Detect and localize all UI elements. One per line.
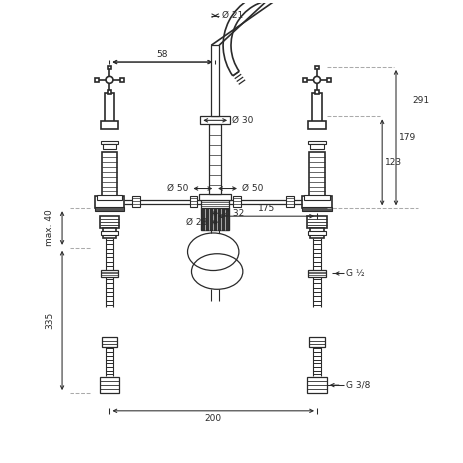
Bar [315, 90, 319, 94]
Text: max. 40: max. 40 [45, 210, 54, 246]
Text: G 3/8: G 3/8 [345, 381, 370, 390]
Bar [100, 121, 119, 129]
Bar [105, 93, 114, 124]
Bar [308, 121, 326, 129]
Bar [101, 337, 118, 347]
Text: Ø 50: Ø 50 [242, 184, 263, 193]
Text: 200: 200 [205, 414, 222, 423]
Text: Ø 50: Ø 50 [167, 184, 188, 193]
Bar [309, 152, 325, 196]
Bar [132, 196, 140, 207]
Bar [103, 228, 116, 238]
Bar [94, 207, 124, 211]
Bar [308, 141, 326, 144]
Bar [201, 208, 229, 230]
Bar [327, 78, 332, 81]
Bar [308, 269, 326, 277]
Bar [200, 116, 230, 124]
Bar [201, 200, 229, 208]
Bar [307, 216, 327, 228]
Bar [302, 196, 332, 208]
Text: 123: 123 [385, 158, 402, 167]
Bar [308, 231, 326, 235]
Bar [211, 45, 219, 116]
Bar [286, 196, 294, 207]
Text: Ø 21: Ø 21 [222, 11, 244, 20]
Text: Ø 30: Ø 30 [232, 116, 253, 125]
Bar [233, 196, 241, 207]
Bar [303, 78, 307, 81]
Text: 175: 175 [257, 204, 275, 213]
Bar [315, 66, 319, 69]
Text: 58: 58 [156, 50, 168, 59]
Bar [189, 196, 197, 207]
Bar [120, 78, 124, 81]
Bar [108, 90, 111, 94]
Bar [310, 228, 324, 238]
Bar [97, 195, 122, 200]
Bar [307, 377, 327, 393]
Bar [100, 141, 119, 144]
Bar [95, 78, 99, 81]
Circle shape [106, 76, 113, 83]
Bar [100, 269, 119, 277]
Bar [100, 216, 119, 228]
Bar [209, 124, 221, 194]
Bar [100, 377, 119, 393]
Circle shape [313, 76, 320, 83]
Bar [309, 337, 325, 347]
Text: 179: 179 [399, 133, 416, 142]
Bar [310, 144, 324, 149]
Bar [304, 195, 330, 200]
Bar [101, 152, 118, 196]
Bar [302, 207, 332, 211]
Bar [108, 66, 111, 69]
Bar [103, 144, 116, 149]
Text: 291: 291 [413, 95, 430, 105]
Bar [200, 194, 231, 200]
Bar [312, 93, 322, 124]
Text: 335: 335 [45, 312, 54, 329]
Bar [100, 231, 119, 235]
Text: Ø 32: Ø 32 [223, 209, 244, 218]
Bar [94, 196, 124, 208]
Text: Ø 28: Ø 28 [186, 218, 207, 226]
Text: G ½: G ½ [345, 269, 364, 278]
